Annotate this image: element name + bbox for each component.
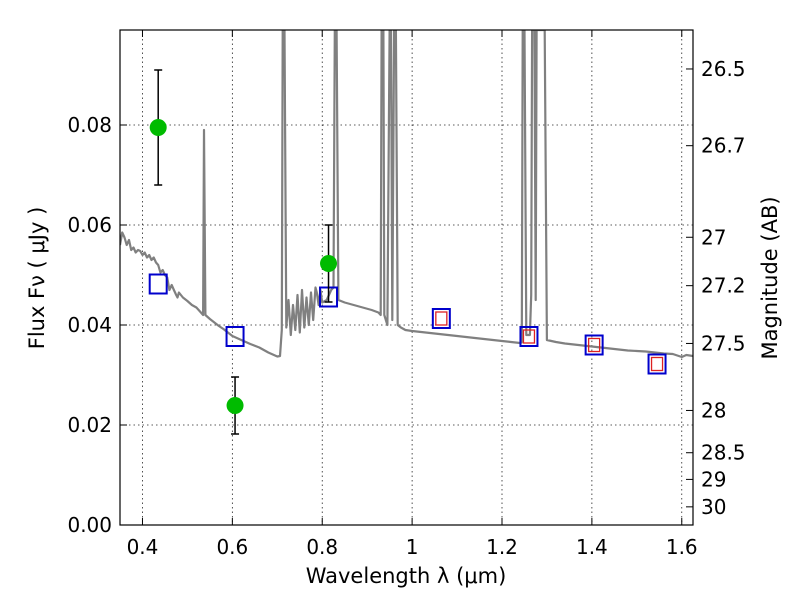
y-tick-label: 0.04 [67, 313, 112, 337]
observed-point [320, 255, 338, 272]
x-axis-label: Wavelength λ (μm) [306, 564, 507, 588]
x-tick-label: 0.4 [127, 535, 159, 559]
model-photometry-box [519, 326, 539, 347]
x-tick-label: 1 [406, 535, 419, 559]
right-tick-label: 30 [701, 495, 726, 519]
right-tick-label: 27.5 [701, 331, 746, 355]
y-axis-right-label: Magnitude (AB) [758, 196, 782, 359]
x-tick-label: 1.2 [486, 535, 518, 559]
model-photometry-box [584, 334, 604, 356]
model-photometry-inner-box [522, 329, 536, 344]
model-photometry-box [431, 308, 451, 329]
right-tick-label: 28.5 [701, 441, 746, 465]
right-tick-label: 28 [701, 398, 726, 422]
model-photometry-inner-box [587, 337, 601, 353]
x-tick-label: 1.4 [576, 535, 608, 559]
plot-frame [119, 29, 694, 526]
ticks: 0.4 0.6 0.8 1 1.2 1.4 1.6 0.00 0.02 0.04 0.06 0.08 2… [67, 30, 746, 559]
model-photometry-inner-box [650, 356, 664, 372]
observed-point [226, 397, 244, 414]
x-tick-label: 0.6 [216, 535, 248, 559]
y-tick-label: 0.00 [67, 513, 112, 537]
model-photometry-box [148, 273, 168, 295]
model-photometry-inner-box [435, 311, 448, 326]
x-tick-label: 1.6 [666, 535, 698, 559]
x-tick-label: 0.8 [306, 535, 338, 559]
y-tick-label: 0.08 [67, 113, 112, 137]
model-photometry-box [225, 326, 245, 347]
right-tick-label: 26.5 [701, 57, 746, 81]
y-tick-label: 0.02 [67, 413, 112, 437]
observed-point [149, 119, 167, 136]
markers [148, 69, 667, 435]
right-tick-label: 27.2 [701, 274, 746, 298]
right-tick-label: 27 [701, 225, 726, 249]
model-spectrum-line [120, 30, 693, 359]
y-axis-label: Flux Fν ( μJy ) [25, 207, 49, 350]
right-tick-label: 26.7 [701, 134, 746, 158]
model-photometry-box [647, 353, 667, 375]
right-tick-label: 29 [701, 467, 726, 491]
y-tick-label: 0.06 [67, 213, 112, 237]
